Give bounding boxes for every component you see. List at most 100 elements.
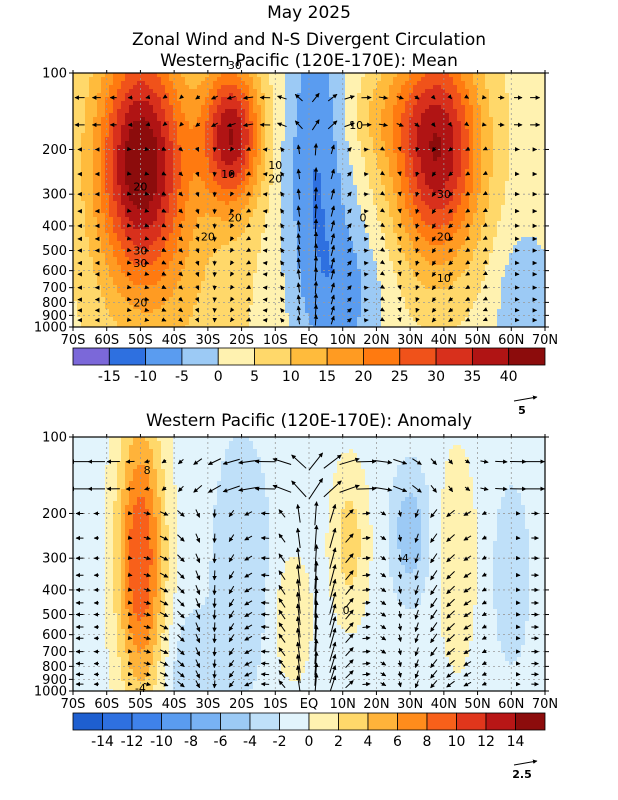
field-cell (165, 185, 170, 190)
field-cell (337, 245, 342, 250)
field-cell (309, 77, 314, 82)
field-cell (93, 253, 98, 258)
field-cell (129, 157, 134, 162)
field-cell (117, 109, 122, 114)
field-cell (185, 281, 190, 286)
field-cell (189, 285, 194, 290)
field-cell (201, 197, 206, 202)
field-cell (153, 233, 158, 238)
field-cell (149, 149, 154, 154)
field-cell (309, 137, 314, 142)
field-cell (149, 325, 154, 327)
field-cell (317, 213, 322, 218)
field-cell (209, 285, 214, 290)
field-cell (345, 325, 350, 327)
field-cell (137, 197, 142, 202)
field-cell (309, 201, 314, 206)
field-cell (97, 165, 102, 170)
field-cell (201, 233, 206, 238)
field-cell (81, 317, 86, 322)
field-cell (297, 257, 302, 262)
field-cell (149, 237, 154, 242)
field-cell (349, 313, 354, 318)
field-cell (205, 277, 210, 282)
field-cell (265, 309, 270, 314)
field-cell (125, 293, 130, 298)
field-cell (197, 189, 202, 194)
field-cell (273, 245, 278, 250)
field-cell (125, 309, 130, 314)
field-cell (265, 101, 270, 106)
field-cell (125, 201, 130, 206)
field-cell (365, 89, 370, 94)
field-cell (325, 189, 330, 194)
field-cell (193, 273, 198, 278)
field-cell (229, 229, 234, 234)
field-cell (181, 233, 186, 238)
field-cell (221, 213, 226, 218)
field-cell (177, 161, 182, 166)
field-cell (373, 105, 378, 110)
field-cell (185, 121, 190, 126)
field-cell (341, 225, 346, 230)
field-cell (125, 169, 130, 174)
field-cell (325, 161, 330, 166)
field-cell (245, 325, 250, 327)
field-cell (161, 185, 166, 190)
field-cell (129, 73, 134, 78)
field-cell (297, 201, 302, 206)
field-cell (173, 89, 178, 94)
field-cell (181, 137, 186, 142)
field-cell (237, 209, 242, 214)
field-cell (313, 97, 318, 102)
field-cell (241, 241, 246, 246)
field-cell (285, 233, 290, 238)
field-cell (353, 121, 358, 126)
field-cell (261, 77, 266, 82)
field-cell (289, 169, 294, 174)
field-cell (353, 249, 358, 254)
field-cell (225, 221, 230, 226)
field-cell (301, 81, 306, 86)
field-cell (337, 265, 342, 270)
field-cell (141, 273, 146, 278)
field-cell (285, 213, 290, 218)
field-cell (181, 189, 186, 194)
field-cell (321, 265, 326, 270)
field-cell (241, 125, 246, 130)
field-cell (293, 129, 298, 134)
field-cell (185, 197, 190, 202)
field-cell (225, 281, 230, 286)
field-cell (165, 153, 170, 158)
field-cell (97, 265, 102, 270)
field-cell (189, 325, 194, 327)
field-cell (101, 101, 106, 106)
field-cell (377, 257, 382, 262)
field-cell (305, 101, 310, 106)
field-cell (329, 217, 334, 222)
field-cell (377, 297, 382, 302)
field-cell (269, 265, 274, 270)
field-cell (325, 297, 330, 302)
field-cell (197, 161, 202, 166)
field-cell (277, 113, 282, 118)
field-cell (373, 153, 378, 158)
field-cell (81, 225, 86, 230)
field-cell (249, 105, 254, 110)
field-cell (189, 121, 194, 126)
field-cell (333, 261, 338, 266)
field-cell (201, 145, 206, 150)
field-cell (365, 185, 370, 190)
field-cell (125, 157, 130, 162)
field-cell (109, 181, 114, 186)
field-cell (153, 149, 158, 154)
field-cell (81, 301, 86, 306)
field-cell (337, 321, 342, 326)
field-cell (245, 177, 250, 182)
field-cell (353, 317, 358, 322)
field-cell (349, 185, 354, 190)
field-cell (317, 133, 322, 138)
field-cell (369, 185, 374, 190)
field-cell (233, 177, 238, 182)
field-cell (325, 109, 330, 114)
